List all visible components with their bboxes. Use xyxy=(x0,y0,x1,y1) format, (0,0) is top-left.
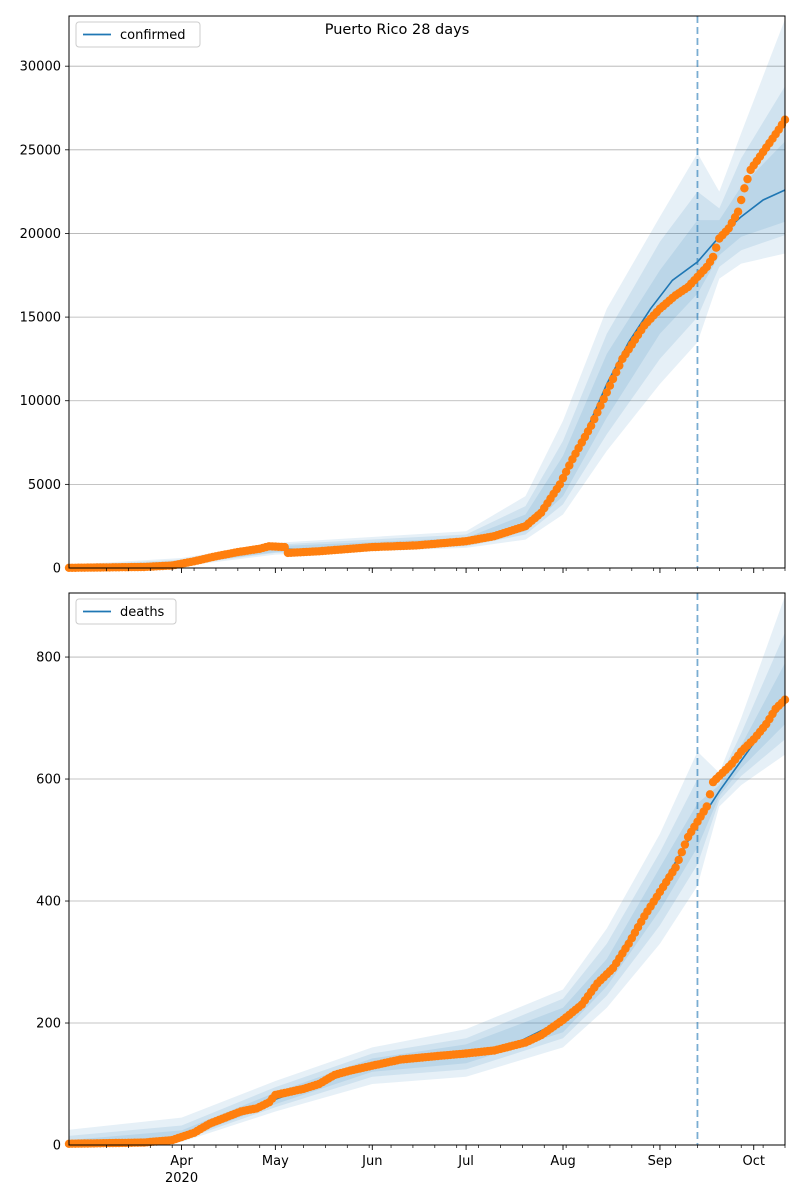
y-tick-label: 10000 xyxy=(20,394,61,409)
observed-point xyxy=(561,467,571,476)
plot-frame xyxy=(68,592,786,1146)
x-tick-label: Jul xyxy=(457,1154,474,1169)
uncertainty-band xyxy=(69,19,785,569)
observed-point xyxy=(599,394,608,404)
deaths-panel: 0 200 400 600 800 Apr 2020 May Jun Jul Aug Sep Oct de… xyxy=(36,592,790,1186)
confirmed-panel: 0 5000 10000 15000 20000 25000 30000 confirmed xyxy=(20,15,790,577)
uncertainty-band xyxy=(69,141,785,568)
legend-label: deaths xyxy=(120,605,165,620)
y-tick-label: 25000 xyxy=(20,143,61,158)
y-tick-label: 200 xyxy=(36,1017,61,1032)
observed-point xyxy=(674,855,683,865)
observed-point xyxy=(602,388,611,397)
uncertainty-band xyxy=(69,86,785,568)
uncertainty-band xyxy=(69,596,785,1145)
x-tick-label: Sep xyxy=(648,1154,673,1169)
y-tick-label: 0 xyxy=(53,1139,61,1154)
legend-label: confirmed xyxy=(120,28,186,43)
observed-point xyxy=(608,374,618,384)
observed-point xyxy=(740,184,749,193)
y-tick-label: 20000 xyxy=(20,227,61,242)
observed-point xyxy=(596,401,605,410)
y-tick-label: 15000 xyxy=(20,311,61,326)
y-tick-label: 0 xyxy=(53,562,61,577)
observed-point xyxy=(558,473,568,483)
y-tick-label: 600 xyxy=(36,773,61,788)
y-tick-label: 5000 xyxy=(28,478,61,493)
x-tick-label: Apr xyxy=(170,1154,193,1169)
observed-point xyxy=(712,243,721,252)
uncertainty-band xyxy=(69,632,785,1145)
x-tick-label: Jun xyxy=(361,1154,382,1169)
legend-box xyxy=(75,21,201,48)
y-tick-label: 30000 xyxy=(20,60,61,75)
observed-point xyxy=(733,207,743,216)
uncertainty-band xyxy=(69,663,785,1145)
observed-point xyxy=(590,414,599,424)
observed-point xyxy=(680,840,690,849)
y-tick-label: 400 xyxy=(36,895,61,910)
observed-point xyxy=(743,174,752,184)
observed-point xyxy=(605,381,615,390)
observed-point xyxy=(677,848,686,857)
y-tick-label: 800 xyxy=(36,651,61,666)
observed-point xyxy=(555,480,565,489)
observed-point xyxy=(702,802,711,811)
observed-point xyxy=(612,368,621,377)
legend-box xyxy=(75,598,177,625)
observed-point xyxy=(615,361,624,370)
legend: confirmed xyxy=(75,21,201,48)
observed-point xyxy=(586,421,596,430)
x-tick-label: Oct xyxy=(742,1154,764,1169)
observed-point xyxy=(708,252,718,262)
x-tick-label: May xyxy=(262,1154,289,1169)
observed-point xyxy=(737,195,746,205)
observed-point xyxy=(705,790,715,799)
observed-point xyxy=(593,408,602,417)
legend: deaths xyxy=(75,598,177,625)
x-tick-label: Aug xyxy=(550,1154,575,1169)
chart-title: Puerto Rico 28 days xyxy=(324,22,470,38)
x-tick-sublabel: 2020 xyxy=(165,1171,198,1186)
observed-point xyxy=(671,863,680,872)
observed-point xyxy=(565,461,574,470)
plot-frame xyxy=(68,15,786,569)
